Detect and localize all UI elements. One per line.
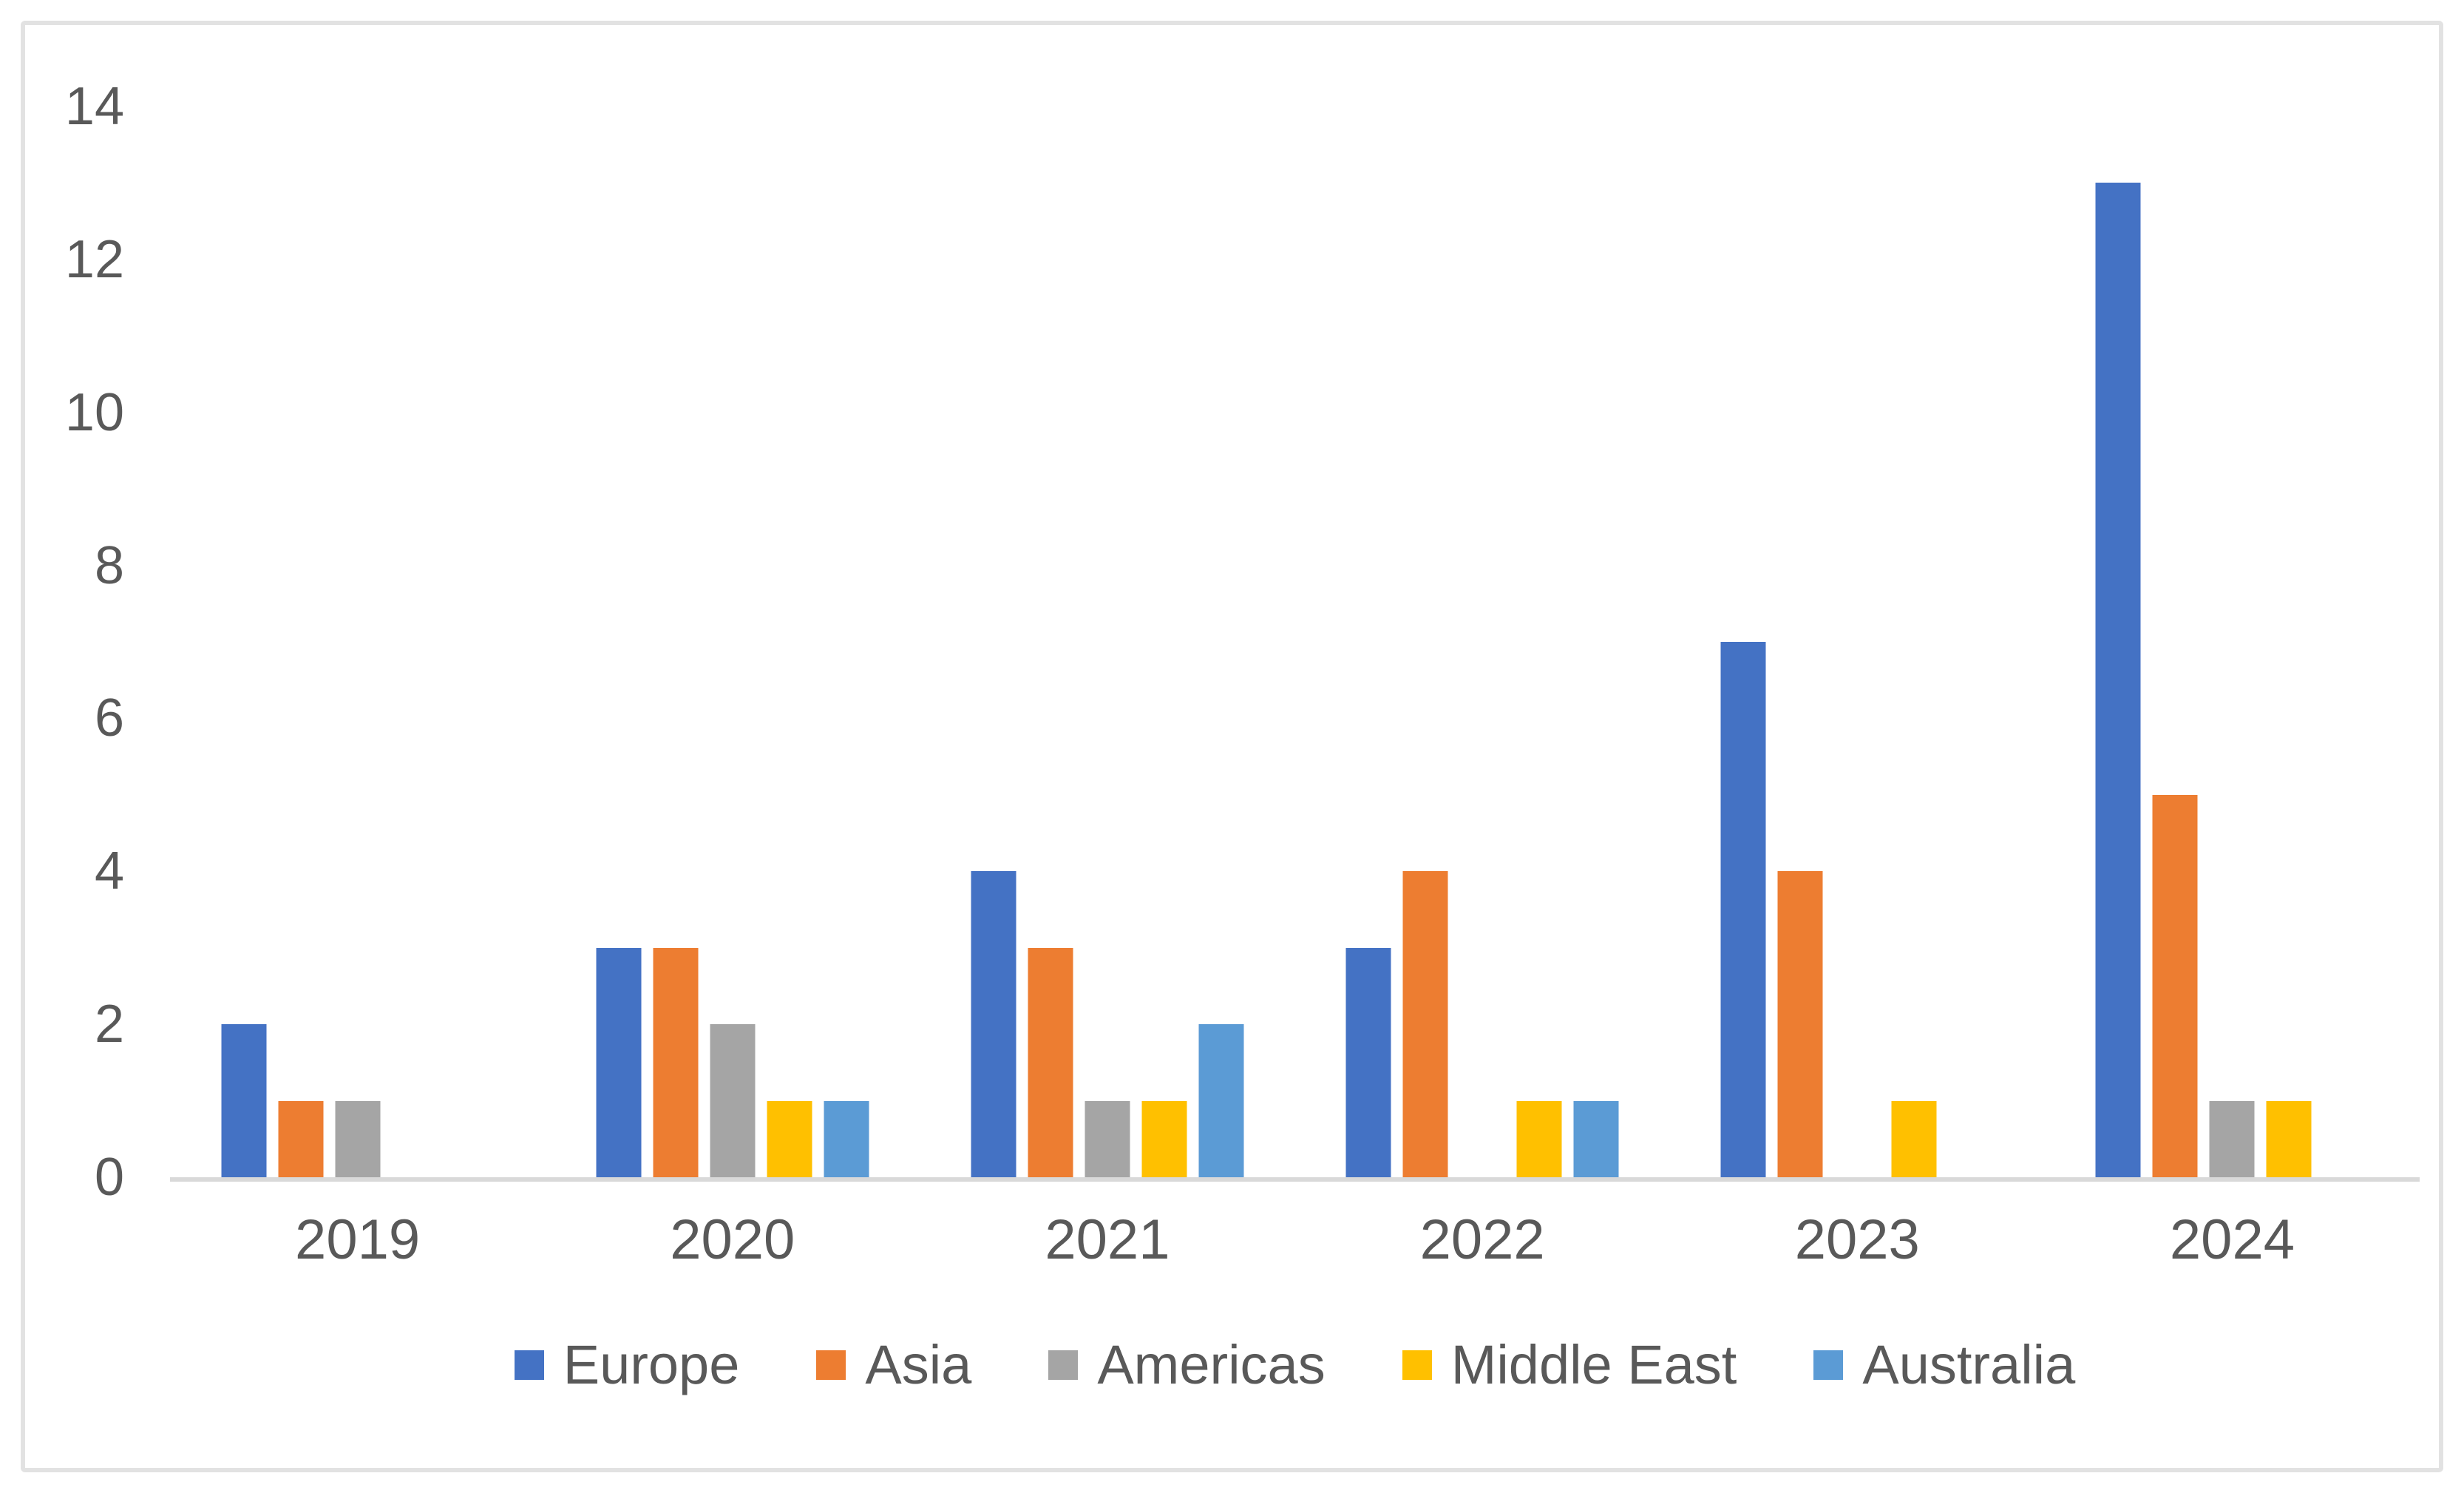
x-axis-line [170, 1177, 2420, 1182]
bar-europe-2024 [2095, 183, 2141, 1177]
y-tick-label: 2 [94, 995, 124, 1054]
legend-label-middle-east: Middle East [1450, 1334, 1737, 1395]
bar-cluster-2022 [1345, 106, 1619, 1177]
bar-middle-east-2024 [2266, 1100, 2312, 1177]
bar-middle-east-2022 [1516, 1100, 1562, 1177]
x-category-label-2023: 2023 [1794, 1208, 1920, 1271]
legend-label-asia: Asia [865, 1334, 972, 1395]
bar-asia-2022 [1402, 871, 1448, 1177]
y-tick-label: 12 [64, 229, 124, 289]
bar-europe-2022 [1345, 947, 1391, 1177]
legend-item-australia: Australia [1813, 1333, 2075, 1398]
y-tick-label: 0 [94, 1148, 124, 1207]
plot-area [170, 106, 2420, 1182]
bar-cluster-2019 [221, 106, 494, 1177]
legend-marker-europe-icon [514, 1350, 544, 1380]
legend-label-europe: Europe [563, 1334, 740, 1395]
bar-americas-2024 [2209, 1100, 2255, 1177]
y-tick-label: 14 [64, 77, 124, 136]
bar-cluster-2024 [2095, 106, 2369, 1177]
bar-group-2024 [2045, 106, 2420, 1177]
bar-europe-2020 [596, 947, 642, 1177]
bar-americas-2021 [1085, 1100, 1130, 1177]
legend-marker-asia-icon [816, 1350, 846, 1380]
x-category-label-2024: 2024 [2169, 1208, 2295, 1271]
bar-europe-2023 [1720, 642, 1766, 1177]
bar-australia-2021 [1198, 1024, 1244, 1177]
y-tick-label: 8 [94, 535, 124, 595]
chart-frame-border [21, 21, 2443, 1472]
bar-asia-2023 [1777, 871, 1823, 1177]
bar-australia-2020 [824, 1100, 869, 1177]
x-category-label-2020: 2020 [670, 1208, 795, 1271]
bar-americas-2020 [710, 1024, 756, 1177]
bar-europe-2021 [971, 871, 1017, 1177]
bar-asia-2024 [2152, 794, 2198, 1177]
bar-group-2021 [920, 106, 1294, 1177]
x-category-label-2022: 2022 [1419, 1208, 1545, 1271]
legend-item-asia: Asia [816, 1333, 971, 1398]
bar-americas-2019 [335, 1100, 381, 1177]
bar-group-2019 [170, 106, 545, 1177]
bar-group-2020 [545, 106, 920, 1177]
bar-cluster-2023 [1720, 106, 1994, 1177]
bar-australia-2022 [1573, 1100, 1619, 1177]
legend-label-australia: Australia [1862, 1334, 2076, 1395]
bar-cluster-2021 [971, 106, 1244, 1177]
bar-asia-2019 [278, 1100, 324, 1177]
y-axis: 0 2 4 6 8 10 12 14 [0, 80, 124, 1204]
legend-item-europe: Europe [514, 1333, 740, 1398]
legend-marker-americas-icon [1048, 1350, 1079, 1380]
bar-middle-east-2020 [767, 1100, 812, 1177]
legend-marker-australia-icon [1813, 1350, 1844, 1380]
bar-europe-2019 [221, 1024, 267, 1177]
bar-asia-2020 [653, 947, 699, 1177]
bar-groups-container [170, 106, 2420, 1177]
y-tick-label: 4 [94, 842, 124, 901]
bar-group-2023 [1670, 106, 2045, 1177]
x-category-label-2021: 2021 [1045, 1208, 1170, 1271]
x-category-label-2019: 2019 [295, 1208, 421, 1271]
legend-label-americas: Americas [1097, 1334, 1326, 1395]
legend-item-middle-east: Middle East [1402, 1333, 1737, 1398]
legend-item-americas: Americas [1048, 1333, 1326, 1398]
y-tick-label: 6 [94, 688, 124, 748]
bar-group-2022 [1295, 106, 1670, 1177]
legend: Europe Asia Americas Middle East Australia [170, 1333, 2420, 1398]
bar-middle-east-2023 [1891, 1100, 1937, 1177]
bar-asia-2021 [1028, 947, 1073, 1177]
bar-middle-east-2021 [1141, 1100, 1187, 1177]
legend-marker-middle-east-icon [1402, 1350, 1432, 1380]
y-tick-label: 10 [64, 382, 124, 442]
bar-cluster-2020 [596, 106, 869, 1177]
x-axis-category-labels: 2019 2020 2021 2022 2023 2024 [170, 1207, 2420, 1273]
